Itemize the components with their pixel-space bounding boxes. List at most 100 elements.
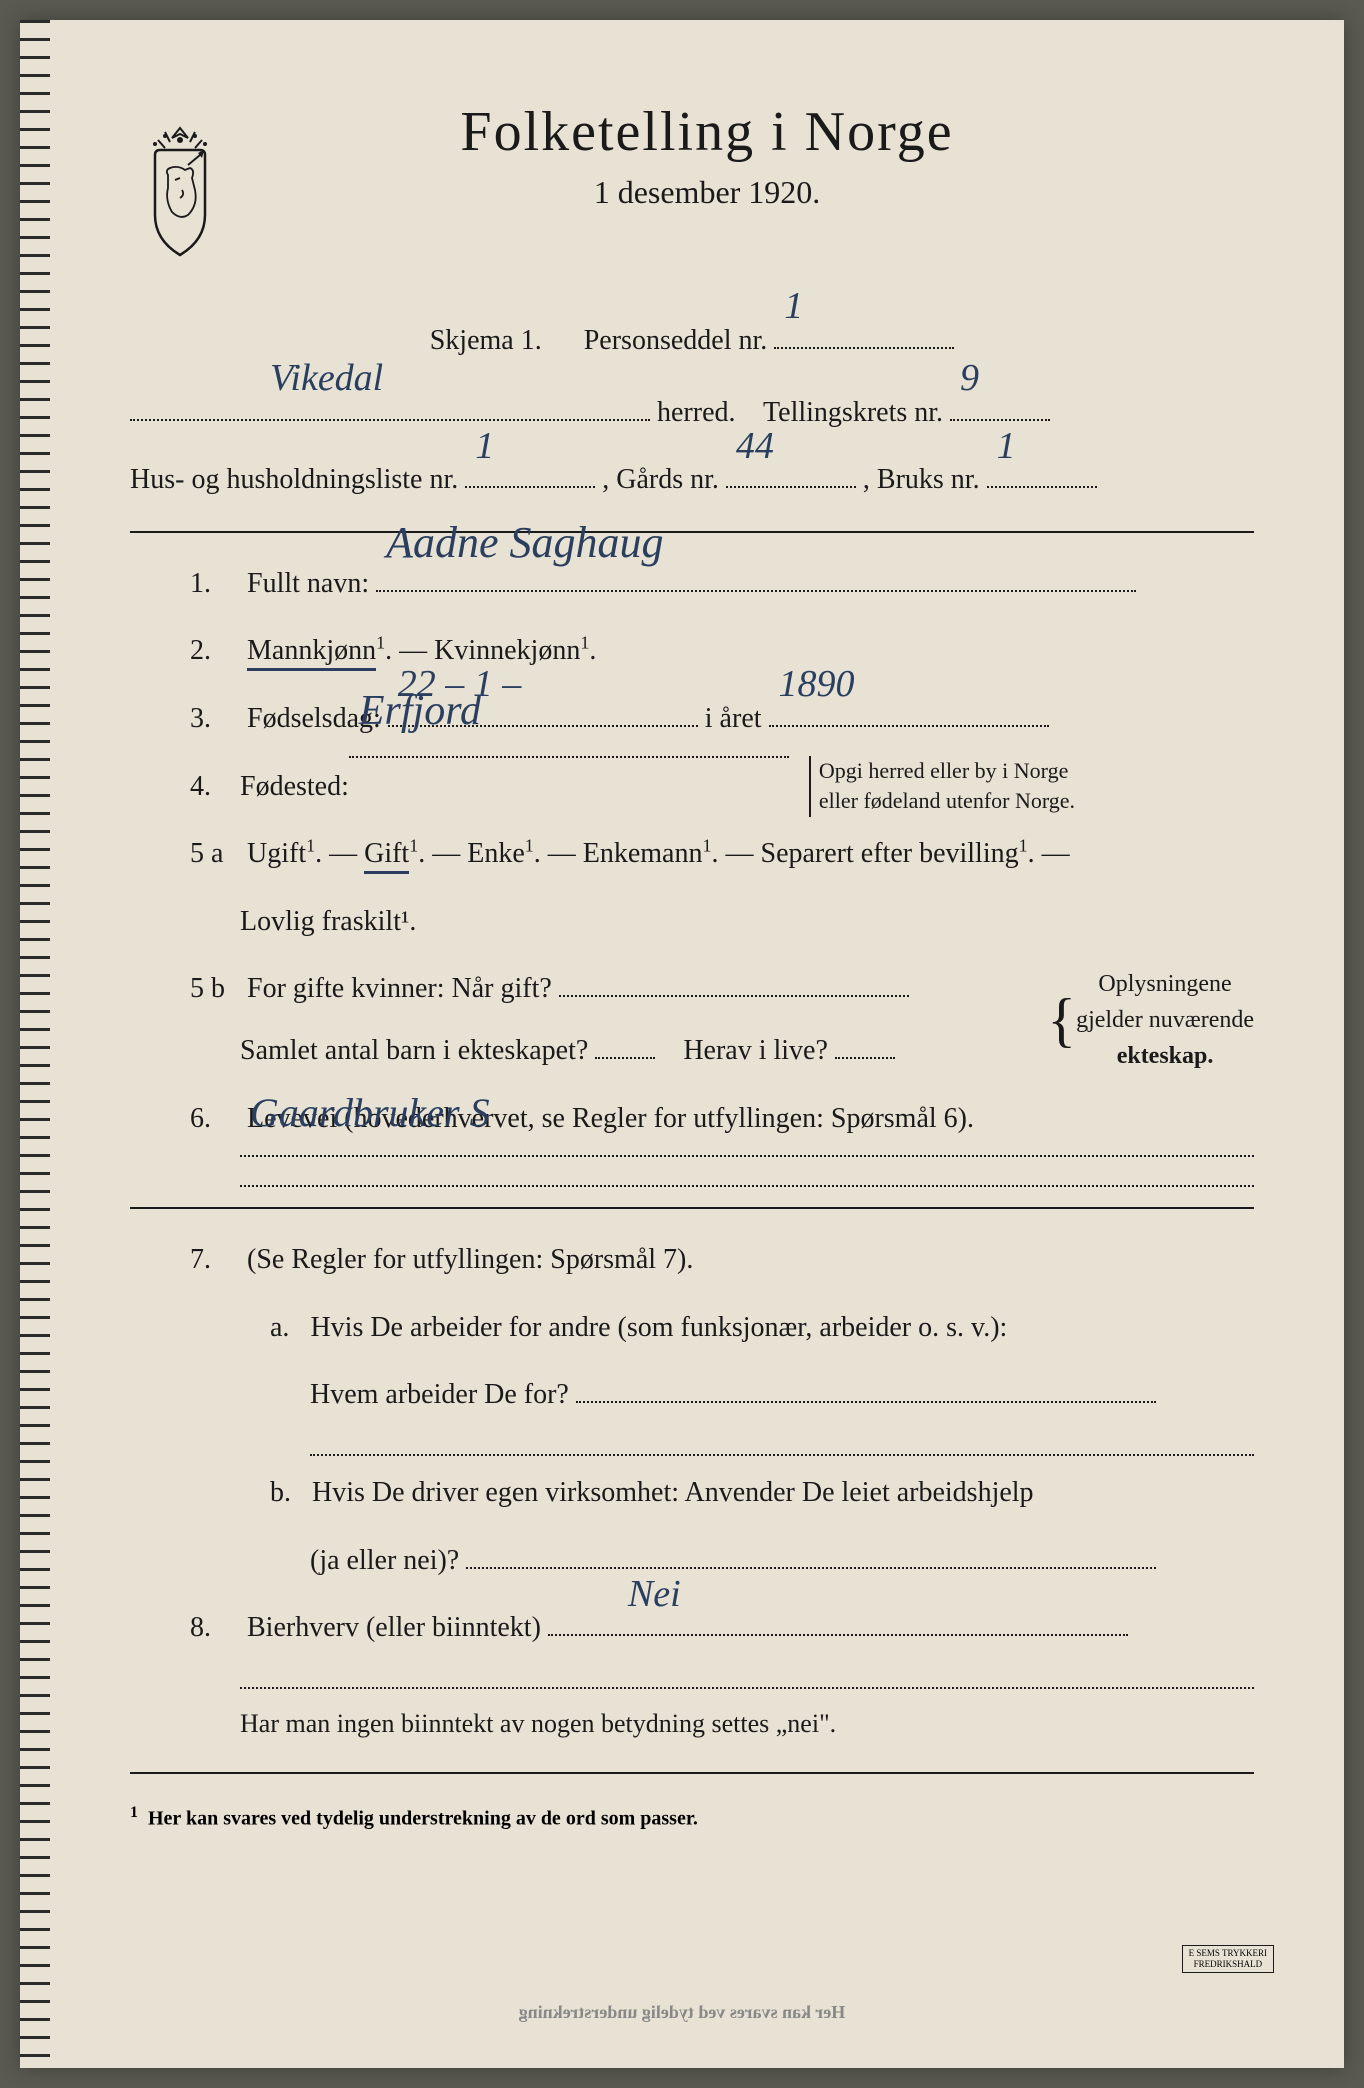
q5a-text2: Lovlig fraskilt¹. xyxy=(240,906,416,937)
q7a-row: a. Hvis De arbeider for andre (som funks… xyxy=(130,1297,1254,1359)
herred-row: Vikedal herred. Tellingskrets nr. 9 xyxy=(130,382,1254,444)
coat-of-arms-icon xyxy=(130,120,230,260)
q5b-label1: For gifte kvinner: Når gift? xyxy=(247,973,552,1004)
q6-field: Gaardbruker S xyxy=(240,1155,1254,1157)
q2-row: 2. Mannkjønn1. — Kvinnekjønn1. xyxy=(130,620,1254,682)
gards-field: 44 xyxy=(726,486,856,488)
q8-blank xyxy=(130,1665,1254,1689)
q7b-field xyxy=(466,1567,1156,1569)
q3-num: 3. xyxy=(190,688,240,750)
q1-num: 1. xyxy=(190,553,240,615)
q8-row: 8. Bierhverv (eller biinntekt) Nei xyxy=(130,1597,1254,1659)
q6-blank xyxy=(130,1163,1254,1187)
q5b-field2 xyxy=(595,1057,655,1059)
herred-field: Vikedal xyxy=(130,419,650,421)
q7a-text2: Hvem arbeider De for? xyxy=(310,1379,569,1410)
tellingskrets-label: Tellingskrets nr. xyxy=(763,397,943,428)
bruks-label: , Bruks nr. xyxy=(863,464,980,495)
header: Folketelling i Norge 1 desember 1920. xyxy=(130,100,1254,260)
q5b-note3: ekteskap. xyxy=(1117,1043,1214,1069)
q5b-note2: gjelder nuværende xyxy=(1076,1007,1254,1033)
bruks-value: 1 xyxy=(997,405,1016,489)
q8-value: Nei xyxy=(628,1553,681,1637)
q7b-label: b. xyxy=(270,1477,291,1508)
census-form-page: Folketelling i Norge 1 desember 1920. Sk… xyxy=(20,20,1344,2068)
q7-num: 7. xyxy=(190,1229,240,1291)
q7-label: (Se Regler for utfyllingen: Spørsmål 7). xyxy=(247,1244,693,1275)
q7a-row2: Hvem arbeider De for? xyxy=(130,1364,1254,1426)
q7a-label: a. xyxy=(270,1312,289,1343)
q4-note: Opgi herred eller by i Norge eller fødel… xyxy=(809,756,1075,818)
divider-1 xyxy=(130,531,1254,533)
q5b-label3: Herav i live? xyxy=(683,1035,828,1066)
q6-answer: Gaardbruker S xyxy=(130,1155,1254,1157)
q5b-note: Oplysningene gjelder nuværende ekteskap. xyxy=(1076,966,1254,1074)
divider-3 xyxy=(130,1772,1254,1774)
q7b-row: b. Hvis De driver egen virksomhet: Anven… xyxy=(130,1462,1254,1524)
q7b-row2: (ja eller nei)? xyxy=(130,1530,1254,1592)
person-nr-value: 1 xyxy=(784,265,803,349)
person-label: Personseddel nr. xyxy=(584,325,768,356)
q6-field2 xyxy=(240,1163,1254,1187)
herred-label: herred. xyxy=(657,397,736,428)
q4-num: 4. xyxy=(190,756,240,818)
q7b-text1: Hvis De driver egen virksomhet: Anvender… xyxy=(312,1477,1034,1508)
q8-field: Nei xyxy=(548,1634,1128,1636)
subtitle: 1 desember 1920. xyxy=(260,174,1154,211)
q4-field: Erfjord xyxy=(349,756,789,758)
q4-note2: eller fødeland utenfor Norge. xyxy=(819,788,1075,813)
footnote-text: Her kan svares ved tydelig understreknin… xyxy=(148,1808,698,1830)
person-nr-field: 1 xyxy=(774,347,954,349)
footnote-num: 1 xyxy=(130,1804,138,1821)
q5a-num: 5 a xyxy=(190,823,240,885)
q3-year-value: 1890 xyxy=(779,643,855,727)
q5b-row: 5 b For gifte kvinner: Når gift? Samlet … xyxy=(130,958,1254,1081)
stamp-line2: FREDRIKSHALD xyxy=(1194,1959,1263,1969)
q1-value: Aadne Saghaug xyxy=(386,495,663,592)
brace-icon: { xyxy=(1047,1005,1076,1035)
q4-label: Fødested: xyxy=(240,756,349,818)
q4-value: Erfjord xyxy=(359,665,481,757)
q5a-row2: Lovlig fraskilt¹. xyxy=(130,891,1254,953)
q2-num: 2. xyxy=(190,620,240,682)
q8-label: Bierhverv (eller biinntekt) xyxy=(247,1612,541,1643)
q1-field: Aadne Saghaug xyxy=(376,590,1136,592)
q3-row: 3. Fødselsdag: 22 – 1 – i året 1890 xyxy=(130,688,1254,750)
q5b-field1 xyxy=(559,995,909,997)
q2-sup2: 1 xyxy=(580,633,589,653)
footer-note: Har man ingen biinntekt av nogen betydni… xyxy=(130,1695,1254,1752)
q5a-text: Ugift1. — Gift1. — Enke1. — Enkemann1. —… xyxy=(247,838,1070,869)
printer-stamp: E SEMS TRYKKERI FREDRIKSHALD xyxy=(1182,1945,1274,1973)
husliste-row: Hus- og husholdningsliste nr. 1 , Gårds … xyxy=(130,449,1254,511)
q1-label: Fullt navn: xyxy=(247,568,369,599)
husliste-label: Hus- og husholdningsliste nr. xyxy=(130,464,458,495)
q5b-label2: Samlet antal barn i ekteskapet? xyxy=(240,1035,588,1066)
q7b-text2: (ja eller nei)? xyxy=(310,1545,459,1576)
bleed-through-text: Her kan svares ved tydelig understreknin… xyxy=(519,2002,846,2023)
q7a-field2 xyxy=(310,1432,1254,1456)
gards-label: , Gårds nr. xyxy=(602,464,719,495)
husliste-field: 1 xyxy=(465,486,595,488)
gards-value: 44 xyxy=(736,405,774,489)
q7a-field xyxy=(576,1401,1156,1403)
q5b-num: 5 b xyxy=(190,958,240,1020)
q3-year-field: 1890 xyxy=(769,725,1049,727)
q5a-row: 5 a Ugift1. — Gift1. — Enke1. — Enkemann… xyxy=(130,823,1254,885)
q8-field2 xyxy=(240,1665,1254,1689)
q7a-blank xyxy=(130,1432,1254,1456)
footnote: 1 Her kan svares ved tydelig understrekn… xyxy=(130,1804,1254,1831)
stamp-line1: E SEMS TRYKKERI xyxy=(1189,1948,1267,1958)
main-title: Folketelling i Norge xyxy=(260,100,1154,164)
q2-sup1: 1 xyxy=(376,633,385,653)
q5b-note1: Oplysningene xyxy=(1098,971,1231,997)
husliste-value: 1 xyxy=(475,405,494,489)
herred-value: Vikedal xyxy=(270,337,383,421)
q7-row: 7. (Se Regler for utfyllingen: Spørsmål … xyxy=(130,1229,1254,1291)
divider-2 xyxy=(130,1207,1254,1209)
q7a-text1: Hvis De arbeider for andre (som funksjon… xyxy=(310,1312,1007,1343)
q6-value: Gaardbruker S xyxy=(250,1069,490,1157)
q6-num: 6. xyxy=(190,1088,240,1150)
q3-year-label: i året xyxy=(705,703,762,734)
q8-num: 8. xyxy=(190,1597,240,1659)
schema-label: Skjema 1. xyxy=(430,325,542,356)
